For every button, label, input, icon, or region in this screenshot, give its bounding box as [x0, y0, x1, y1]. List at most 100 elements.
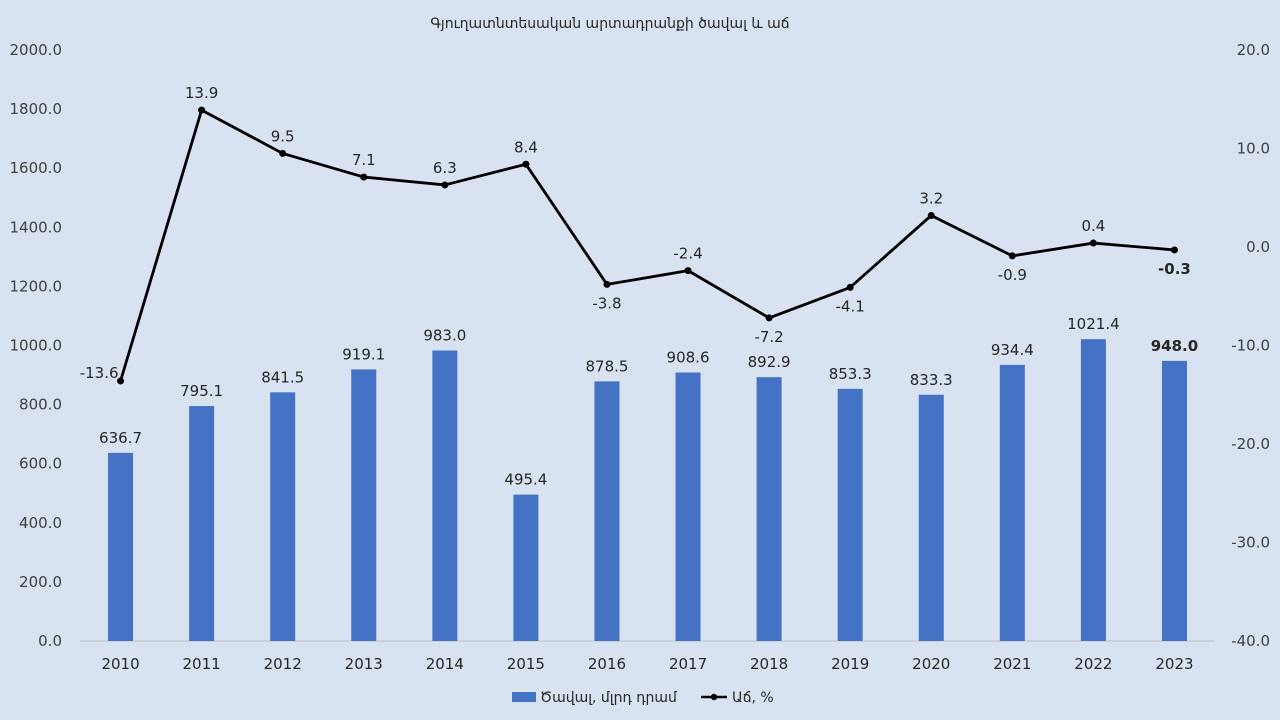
bar	[189, 406, 215, 641]
bar-data-label: 934.4	[991, 341, 1034, 359]
bar-data-label: 983.0	[423, 327, 466, 345]
chart-title: Գյուղատնտեսական արտադրանքի ծավալ և աճ	[430, 16, 789, 32]
line-data-label: -7.2	[754, 328, 783, 346]
left-tick-label: 1000.0	[10, 337, 63, 355]
legend-line-marker	[710, 693, 718, 701]
left-tick-label: 600.0	[19, 455, 62, 473]
x-tick-label: 2016	[588, 655, 626, 673]
line-data-label: -2.4	[673, 245, 702, 263]
x-axis-labels: 2010 2011 2012 2013 2014 2015 2016 2017 2018 2019…	[101, 655, 1193, 673]
legend-line-label: Աճ, %	[732, 690, 774, 706]
line-data-label: 7.1	[352, 151, 376, 169]
bar-data-labels: 636.7 795.1 841.5 919.1 983.0 495.4 878.5 908.6…	[99, 315, 1198, 488]
line-point	[1008, 252, 1016, 260]
line-point	[765, 314, 773, 322]
line-point	[279, 149, 287, 157]
growth-line	[119, 108, 1175, 382]
line-data-label: 8.4	[514, 138, 538, 156]
x-tick-label: 2020	[912, 655, 950, 673]
legend-bar-label: Ծավալ, մլրդ դրամ	[540, 690, 678, 706]
line-point	[441, 181, 449, 189]
bar-data-label: 892.9	[748, 353, 791, 371]
x-tick-label: 2019	[831, 655, 869, 673]
line-data-labels: -13.6 13.9 9.5 7.1 6.3 8.4 -3.8 -2.4 -7.2 -4.1 3.2…	[80, 84, 1191, 382]
right-tick-label: -40.0	[1231, 632, 1270, 650]
bar-data-label: 878.5	[585, 357, 628, 375]
line-point	[1089, 239, 1097, 247]
line-data-label: 0.4	[1081, 217, 1105, 235]
bar	[675, 372, 701, 641]
bar-data-label: 908.6	[667, 349, 710, 367]
line-series	[117, 106, 1178, 385]
left-tick-label: 2000.0	[10, 41, 63, 59]
left-tick-label: 1400.0	[10, 218, 63, 236]
bar-data-label: 919.1	[342, 345, 385, 363]
left-tick-label: 1800.0	[10, 100, 63, 118]
line-data-label: 6.3	[433, 159, 457, 177]
legend-bar-swatch	[512, 692, 536, 702]
bar-data-label: 841.5	[261, 368, 304, 386]
x-tick-label: 2013	[345, 655, 383, 673]
right-tick-label: -30.0	[1231, 534, 1270, 552]
line-data-label: 9.5	[271, 127, 295, 145]
right-y-axis: -40.0 -30.0 -20.0 -10.0 0.0 10.0 20.0	[1231, 41, 1270, 650]
bar	[432, 350, 458, 641]
x-tick-label: 2017	[669, 655, 707, 673]
x-tick-label: 2021	[993, 655, 1031, 673]
left-tick-label: 0.0	[38, 632, 62, 650]
bar	[108, 452, 134, 641]
bar-series	[108, 339, 1187, 641]
bar	[756, 377, 782, 641]
line-point	[927, 211, 935, 219]
left-y-axis: 0.0 200.0 400.0 600.0 800.0 1000.0 1200.0 1400.…	[10, 41, 63, 650]
bar	[918, 394, 944, 641]
line-point	[603, 280, 611, 288]
line-data-label: -3.8	[592, 294, 621, 312]
bar	[1161, 360, 1187, 641]
left-tick-label: 1600.0	[10, 159, 63, 177]
x-tick-label: 2023	[1155, 655, 1193, 673]
bar	[513, 494, 539, 641]
line-data-label: -4.1	[836, 297, 865, 315]
x-tick-label: 2014	[426, 655, 464, 673]
legend: Ծավալ, մլրդ դրամ Աճ, %	[512, 690, 774, 706]
line-point	[522, 160, 530, 168]
bar-data-label: 1021.4	[1067, 315, 1120, 333]
bar-data-label: 853.3	[829, 365, 872, 383]
line-data-label: 3.2	[919, 189, 943, 207]
bar	[594, 381, 620, 641]
x-tick-label: 2011	[183, 655, 221, 673]
line-data-label: -0.9	[998, 266, 1027, 284]
bar	[837, 388, 863, 641]
x-tick-label: 2018	[750, 655, 788, 673]
bar-data-label: 948.0	[1151, 337, 1198, 355]
left-tick-label: 1200.0	[10, 277, 63, 295]
bar	[1080, 339, 1106, 641]
line-point	[117, 377, 125, 385]
bar	[270, 392, 296, 641]
line-point	[846, 283, 854, 291]
right-tick-label: -10.0	[1231, 337, 1270, 355]
bar	[999, 364, 1025, 641]
right-tick-label: 20.0	[1237, 41, 1270, 59]
x-tick-label: 2022	[1074, 655, 1112, 673]
x-tick-label: 2015	[507, 655, 545, 673]
bar	[351, 369, 377, 641]
x-tick-label: 2010	[101, 655, 139, 673]
line-data-label: -13.6	[80, 364, 119, 382]
line-point	[360, 173, 368, 181]
line-point	[684, 267, 692, 275]
left-tick-label: 200.0	[19, 573, 62, 591]
line-data-label: 13.9	[185, 84, 218, 102]
bar-data-label: 495.4	[504, 471, 547, 489]
right-tick-label: 10.0	[1237, 140, 1270, 158]
bar-data-label: 636.7	[99, 429, 142, 447]
bar-data-label: 833.3	[910, 371, 953, 389]
left-tick-label: 400.0	[19, 514, 62, 532]
bar-data-label: 795.1	[180, 382, 223, 400]
right-tick-label: -20.0	[1231, 435, 1270, 453]
right-tick-label: 0.0	[1246, 238, 1270, 256]
x-tick-label: 2012	[264, 655, 302, 673]
